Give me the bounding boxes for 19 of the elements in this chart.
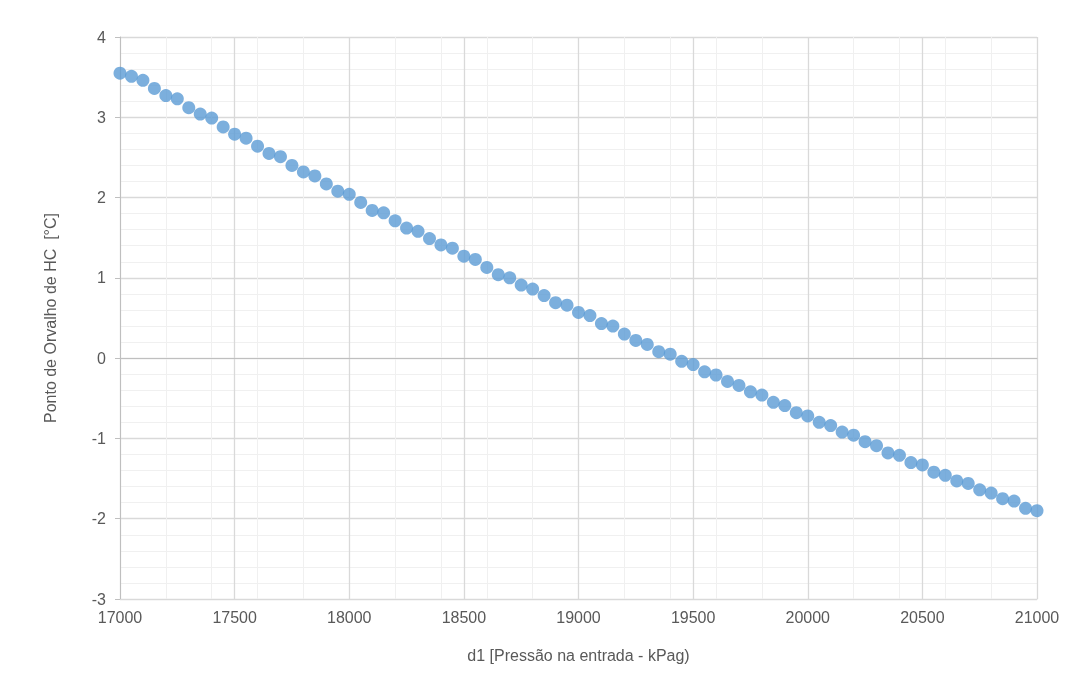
x-tick-label: 21000 — [1014, 608, 1060, 626]
y-tick-label: -2 — [91, 510, 107, 528]
y-tick-label: -3 — [91, 590, 107, 608]
y-tick-label: 4 — [97, 28, 107, 46]
y-tick-label: 2 — [97, 189, 107, 207]
x-tick-label: 19500 — [670, 608, 716, 626]
y-tick-label: 0 — [97, 349, 107, 367]
y-axis-title: Ponto de Orvalho de HC [°C] — [41, 212, 59, 424]
x-tick-label: 17500 — [212, 608, 257, 626]
x-tick-label: 18000 — [327, 608, 372, 626]
x-tick-label: 20500 — [900, 608, 945, 626]
x-tick-label: 19000 — [556, 608, 601, 626]
y-tick-label: 3 — [97, 108, 107, 126]
y-tick-label: -1 — [91, 429, 107, 447]
x-axis-title: d1 [Pressão na entrada - kPag) — [467, 646, 690, 664]
x-tick-label: 18500 — [441, 608, 487, 626]
x-tick-label: 20000 — [785, 608, 831, 626]
y-tick-label: 1 — [97, 269, 107, 287]
x-tick-label: 17000 — [97, 608, 143, 626]
